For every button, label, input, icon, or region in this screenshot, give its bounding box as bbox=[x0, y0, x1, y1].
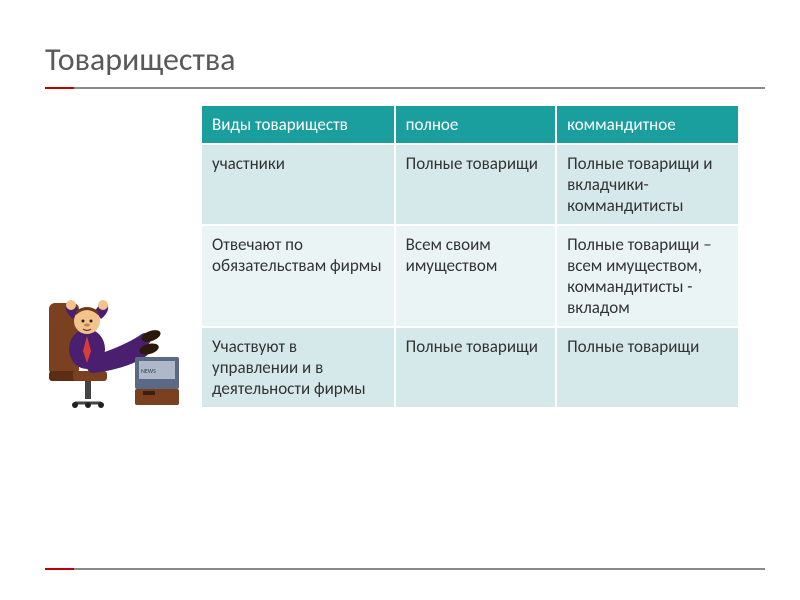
cell-row1-col1: Всем своим имуществом bbox=[395, 225, 556, 327]
cell-row2-col1: Полные товарищи bbox=[395, 327, 556, 408]
cell-row2-col0: Участвуют в управлении и в деятельности … bbox=[201, 327, 395, 408]
cell-row0-col2: Полные товарищи и вкладчики-коммандитист… bbox=[556, 144, 739, 225]
cell-row1-col2: Полные товарищи – всем имуществом, комма… bbox=[556, 225, 739, 327]
partnership-table: Виды товариществ полное коммандитное уча… bbox=[200, 104, 740, 409]
title-divider bbox=[45, 87, 765, 89]
table-header-types: Виды товариществ bbox=[201, 105, 395, 144]
table-row: Участвуют в управлении и в деятельности … bbox=[201, 327, 739, 408]
table-header-limited: коммандитное bbox=[556, 105, 739, 144]
cell-row0-col0: участники bbox=[201, 144, 395, 225]
cell-row1-col0: Отвечают по обязательствам фирмы bbox=[201, 225, 395, 327]
table-header-full: полное bbox=[395, 105, 556, 144]
table-row: Отвечают по обязательствам фирмы Всем св… bbox=[201, 225, 739, 327]
cell-row2-col2: Полные товарищи bbox=[556, 327, 739, 408]
cell-row0-col1: Полные товарищи bbox=[395, 144, 556, 225]
svg-text:NEWS: NEWS bbox=[141, 367, 156, 375]
table-row: участники Полные товарищи Полные товарищ… bbox=[201, 144, 739, 225]
businessman-feet-on-desk-icon: NEWS bbox=[35, 281, 200, 411]
footer-divider bbox=[45, 568, 765, 570]
slide-title: Товарищества bbox=[45, 40, 800, 79]
